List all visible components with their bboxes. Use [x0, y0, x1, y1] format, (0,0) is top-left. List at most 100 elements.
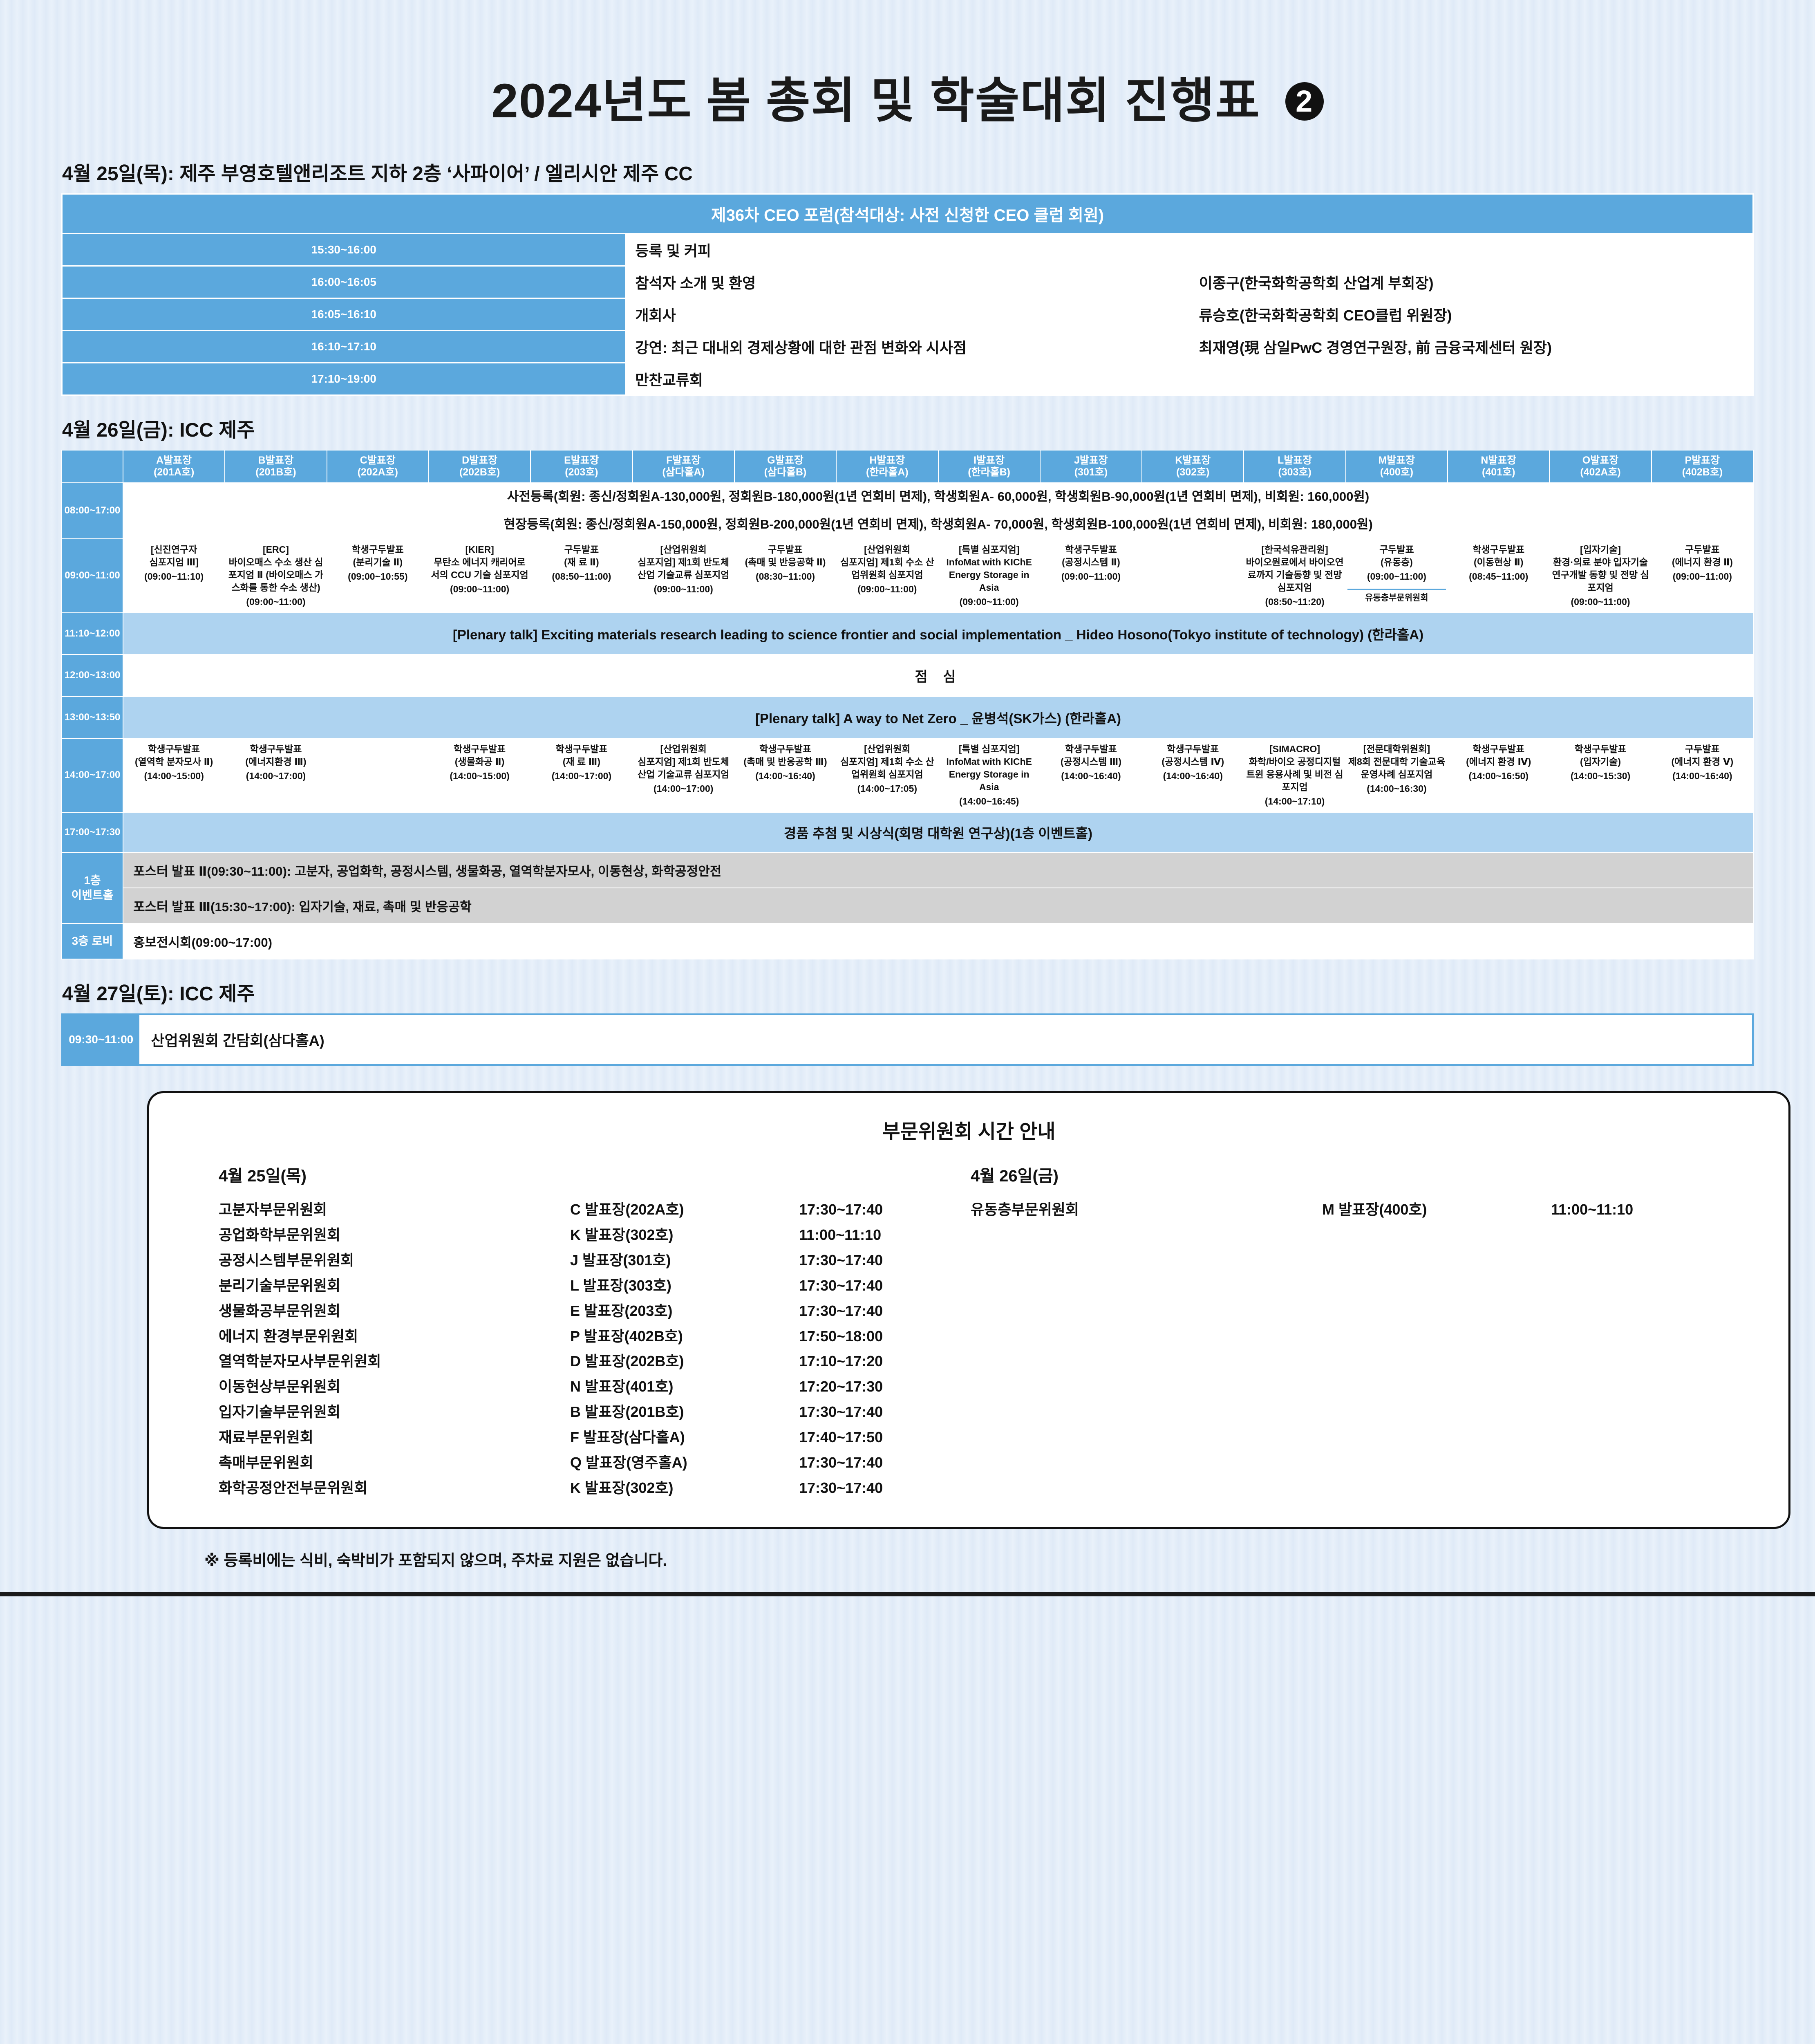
- committee-row: 이동현상부문위원회 N 발표장(401호) 17:20~17:30: [219, 1374, 971, 1399]
- session-cell[interactable]: 학생구두발표 (이동현상 Ⅱ) (08:45~11:00): [1447, 538, 1550, 613]
- session-title: [신진연구자: [150, 544, 197, 555]
- poster-session-2: 포스터 발표 Ⅱ(09:30~11:00): 고분자, 공업화학, 공정시스템,…: [123, 852, 1754, 888]
- room-label: G발표장: [767, 455, 803, 466]
- document-sheet: 2024년도 봄 총회 및 학술대회 진행표 2 4월 25일(목): 제주 부…: [0, 74, 1815, 1596]
- session-subtitle: (에너지 환경 Ⅳ): [1466, 756, 1531, 767]
- room-number: (400호): [1380, 466, 1414, 478]
- committee-time: 11:00~11:10: [1551, 1201, 1634, 1218]
- session-title: [KIER]: [465, 544, 494, 555]
- ceo-row-time: 16:00~16:05: [61, 265, 627, 299]
- morning-time: 09:00~11:00: [61, 538, 123, 613]
- session-cell[interactable]: 학생구두발표 (열역학 분자모사 Ⅱ) (14:00~15:00): [122, 737, 226, 813]
- committee-name: 화학공정안전부문위원회: [219, 1479, 368, 1496]
- session-cell[interactable]: [326, 737, 429, 813]
- session-cell[interactable]: [SIMACRO] 화학/바이오 공정디지털트윈 응용사례 및 비전 심포지엄 (1…: [1243, 737, 1346, 813]
- session-time: (14:00~16:45): [959, 796, 1019, 807]
- session-time: (14:00~17:05): [857, 783, 918, 794]
- session-cell[interactable]: 학생구두발표 (공정시스템 Ⅳ) (14:00~16:40): [1141, 737, 1244, 813]
- committee-name: 촉매부문위원회: [219, 1454, 313, 1471]
- session-time: (14:00~16:40): [1163, 770, 1223, 781]
- session-cell[interactable]: 구두발표 (에너지 환경 Ⅱ) (09:00~11:00): [1651, 538, 1754, 613]
- session-time: (14:00~16:30): [1367, 783, 1427, 794]
- session-cell[interactable]: 학생구두발표 (분리기술 Ⅱ) (09:00~10:55): [326, 538, 429, 613]
- committee-time: 17:40~17:50: [799, 1429, 883, 1446]
- session-subtitle: (에너지 환경 Ⅴ): [1671, 756, 1734, 767]
- room-header-i: I발표장 (한라홀B): [938, 450, 1041, 483]
- session-title: 학생구두발표: [1167, 743, 1219, 754]
- committee-left-date: 4월 25일(목): [219, 1167, 307, 1185]
- session-title: [특별 심포지엄]: [958, 743, 1020, 754]
- session-cell[interactable]: 학생구두발표 (공정시스템 Ⅲ) (14:00~16:40): [1039, 737, 1143, 813]
- session-cell[interactable]: 구두발표 (유동층) (09:00~11:00) 유동층부문위원회: [1345, 538, 1448, 613]
- room-header-g: G발표장 (삼다홀B): [734, 450, 837, 483]
- session-time: (14:00~15:30): [1570, 770, 1631, 781]
- ceo-row-speaker: 최재영(現 삼일PwC 경영연구원장, 前 금융국제센터 원장): [1188, 330, 1754, 363]
- session-subtitle: (공정시스템 Ⅳ): [1162, 756, 1224, 767]
- poster3-row: 포스터 발표 Ⅲ(15:30~17:00): 입자기술, 재료, 촉매 및 반응…: [62, 887, 1754, 924]
- session-cell[interactable]: [전문대학위원회] 제8회 전문대학 기술교육 운영사례 심포지엄 (14:00~1…: [1345, 737, 1448, 813]
- award-row: 17:00~17:30 경품 추첨 및 시상식(회명 대학원 연구상)(1층 이…: [61, 811, 1754, 853]
- session-cell[interactable]: [산업위원회 심포지엄] 제1회 반도체 산업 기술교류 심포지엄 (14:00~1…: [632, 737, 735, 813]
- room-number: (203호): [565, 466, 598, 478]
- committee-name: 에너지 환경부문위원회: [219, 1327, 358, 1345]
- session-subtitle: (에너지환경 Ⅲ): [245, 756, 307, 767]
- session-title: 학생구두발표: [1065, 743, 1117, 754]
- day1-heading: 4월 25일(목): 제주 부영호텔앤리조트 지하 2층 ‘사파이어’ / 엘리…: [62, 163, 693, 185]
- session-title: 구두발표: [1379, 544, 1414, 555]
- session-subtitle: (열역학 분자모사 Ⅱ): [134, 756, 213, 767]
- room-number: (402A호): [1580, 466, 1621, 478]
- session-cell[interactable]: 구두발표 (촉매 및 반응공학 Ⅱ) (08:30~11:00): [734, 538, 837, 613]
- session-subtitle: 심포지엄] 제1회 반도체 산업 기술교류 심포지엄: [638, 556, 730, 580]
- room-header-f: F발표장 (삼다홀A): [632, 450, 735, 483]
- session-cell[interactable]: [특별 심포지엄] InfoMat with KIChE Energy Stora…: [938, 737, 1041, 813]
- committee-name: 공정시스템부문위원회: [219, 1251, 354, 1269]
- session-cell[interactable]: [ERC] 바이오매스 수소 생산 심포지엄 Ⅱ (바이오매스 가스화를 통한 수…: [224, 538, 327, 613]
- session-cell[interactable]: [산업위원회 심포지엄] 제1회 반도체 산업 기술교류 심포지엄 (09:00~1…: [632, 538, 735, 613]
- session-title: [산업위원회: [864, 743, 911, 754]
- session-cell[interactable]: [산업위원회 심포지엄] 제1회 수소 산업위원회 심포지엄 (09:00~11:0…: [836, 538, 939, 613]
- committee-room: F 발표장(삼다홀A): [570, 1429, 685, 1446]
- committee-name: 열역학분자모사부문위원회: [219, 1353, 381, 1370]
- committee-time: 17:30~17:40: [799, 1454, 883, 1471]
- session-cell[interactable]: [1141, 538, 1244, 613]
- session-cell[interactable]: 학생구두발표 (입자기술) (14:00~15:30): [1549, 737, 1652, 813]
- committee-room: E 발표장(203호): [570, 1302, 673, 1319]
- morning-session-row: 09:00~11:00 [신진연구자 심포지엄 Ⅲ] (09:00~11:10) [E…: [61, 538, 1754, 613]
- session-cell[interactable]: 구두발표 (에너지 환경 Ⅴ) (14:00~16:40): [1651, 737, 1754, 813]
- session-title: 학생구두발표: [759, 743, 812, 754]
- session-subtitle: 화학/바이오 공정디지털트윈 응용사례 및 비전 심포지엄: [1246, 756, 1343, 792]
- session-time: (14:00~15:00): [144, 770, 204, 781]
- session-cell[interactable]: 학생구두발표 (공정시스템 Ⅱ) (09:00~11:00): [1039, 538, 1143, 613]
- room-header-row: A발표장 (201A호) B발표장 (201B호) C발표장 (202A호) D발표장 (20…: [61, 450, 1754, 483]
- committee-room: C 발표장(202A호): [570, 1201, 684, 1218]
- session-cell[interactable]: [KIER] 무탄소 에너지 캐리어로서의 CCU 기술 심포지엄 (09:00~1…: [428, 538, 531, 613]
- session-title: 학생구두발표: [1473, 743, 1525, 754]
- session-cell[interactable]: [신진연구자 심포지엄 Ⅲ] (09:00~11:10): [122, 538, 226, 613]
- ceo-row-time: 16:10~17:10: [61, 330, 627, 363]
- committee-row: 유동층부문위원회 M 발표장(400호) 11:00~11:10: [971, 1197, 1723, 1222]
- session-cell[interactable]: [입자기술] 환경·의료 분야 입자기술 연구개발 동향 및 전망 심포지엄 (09…: [1549, 538, 1652, 613]
- poster-session-3: 포스터 발표 Ⅲ(15:30~17:00): 입자기술, 재료, 촉매 및 반응…: [123, 887, 1754, 924]
- session-cell[interactable]: 학생구두발표 (에너지환경 Ⅲ) (14:00~17:00): [224, 737, 327, 813]
- session-cell[interactable]: 학생구두발표 (촉매 및 반응공학 Ⅲ) (14:00~16:40): [734, 737, 837, 813]
- session-time: (09:00~11:00): [1061, 571, 1121, 582]
- session-subtitle: InfoMat with KIChE Energy Storage in Asi…: [946, 756, 1032, 792]
- ceo-row-item: 강연: 최근 대내외 경제상황에 대한 관점 변화와 시사점: [625, 330, 1190, 363]
- session-time: (09:00~10:55): [348, 571, 408, 582]
- session-cell[interactable]: [특별 심포지엄] InfoMat with KIChE Energy Stora…: [938, 538, 1041, 613]
- afternoon-time: 14:00~17:00: [61, 737, 123, 813]
- session-cell[interactable]: [한국석유관리원] 바이오원료에서 바이오연료까지 기술동향 및 전망 심포지엄 (…: [1243, 538, 1346, 613]
- session-cell[interactable]: 학생구두발표 (재 료 Ⅲ) (14:00~17:00): [530, 737, 633, 813]
- room-label: E발표장: [564, 455, 599, 466]
- session-time: (14:00~16:40): [1061, 770, 1121, 781]
- room-label: A발표장: [156, 455, 192, 466]
- day3-table: 09:30~11:00 산업위원회 간담회(삼다홀A): [61, 1013, 1754, 1066]
- session-subtitle: (재 료 Ⅲ): [562, 756, 600, 767]
- table-row: 16:10~17:10 강연: 최근 대내외 경제상황에 대한 관점 변화와 시…: [61, 330, 1754, 363]
- session-cell[interactable]: 구두발표 (재 료 Ⅱ) (08:50~11:00): [530, 538, 633, 613]
- session-cell[interactable]: 학생구두발표 (에너지 환경 Ⅳ) (14:00~16:50): [1447, 737, 1550, 813]
- room-number: (401호): [1482, 466, 1515, 478]
- room-header-k: K발표장 (302호): [1141, 450, 1244, 483]
- session-cell[interactable]: 학생구두발표 (생물화공 Ⅱ) (14:00~15:00): [428, 737, 531, 813]
- session-cell[interactable]: [산업위원회 심포지엄] 제1회 수소 산업위원회 심포지엄 (14:00~17:0…: [836, 737, 939, 813]
